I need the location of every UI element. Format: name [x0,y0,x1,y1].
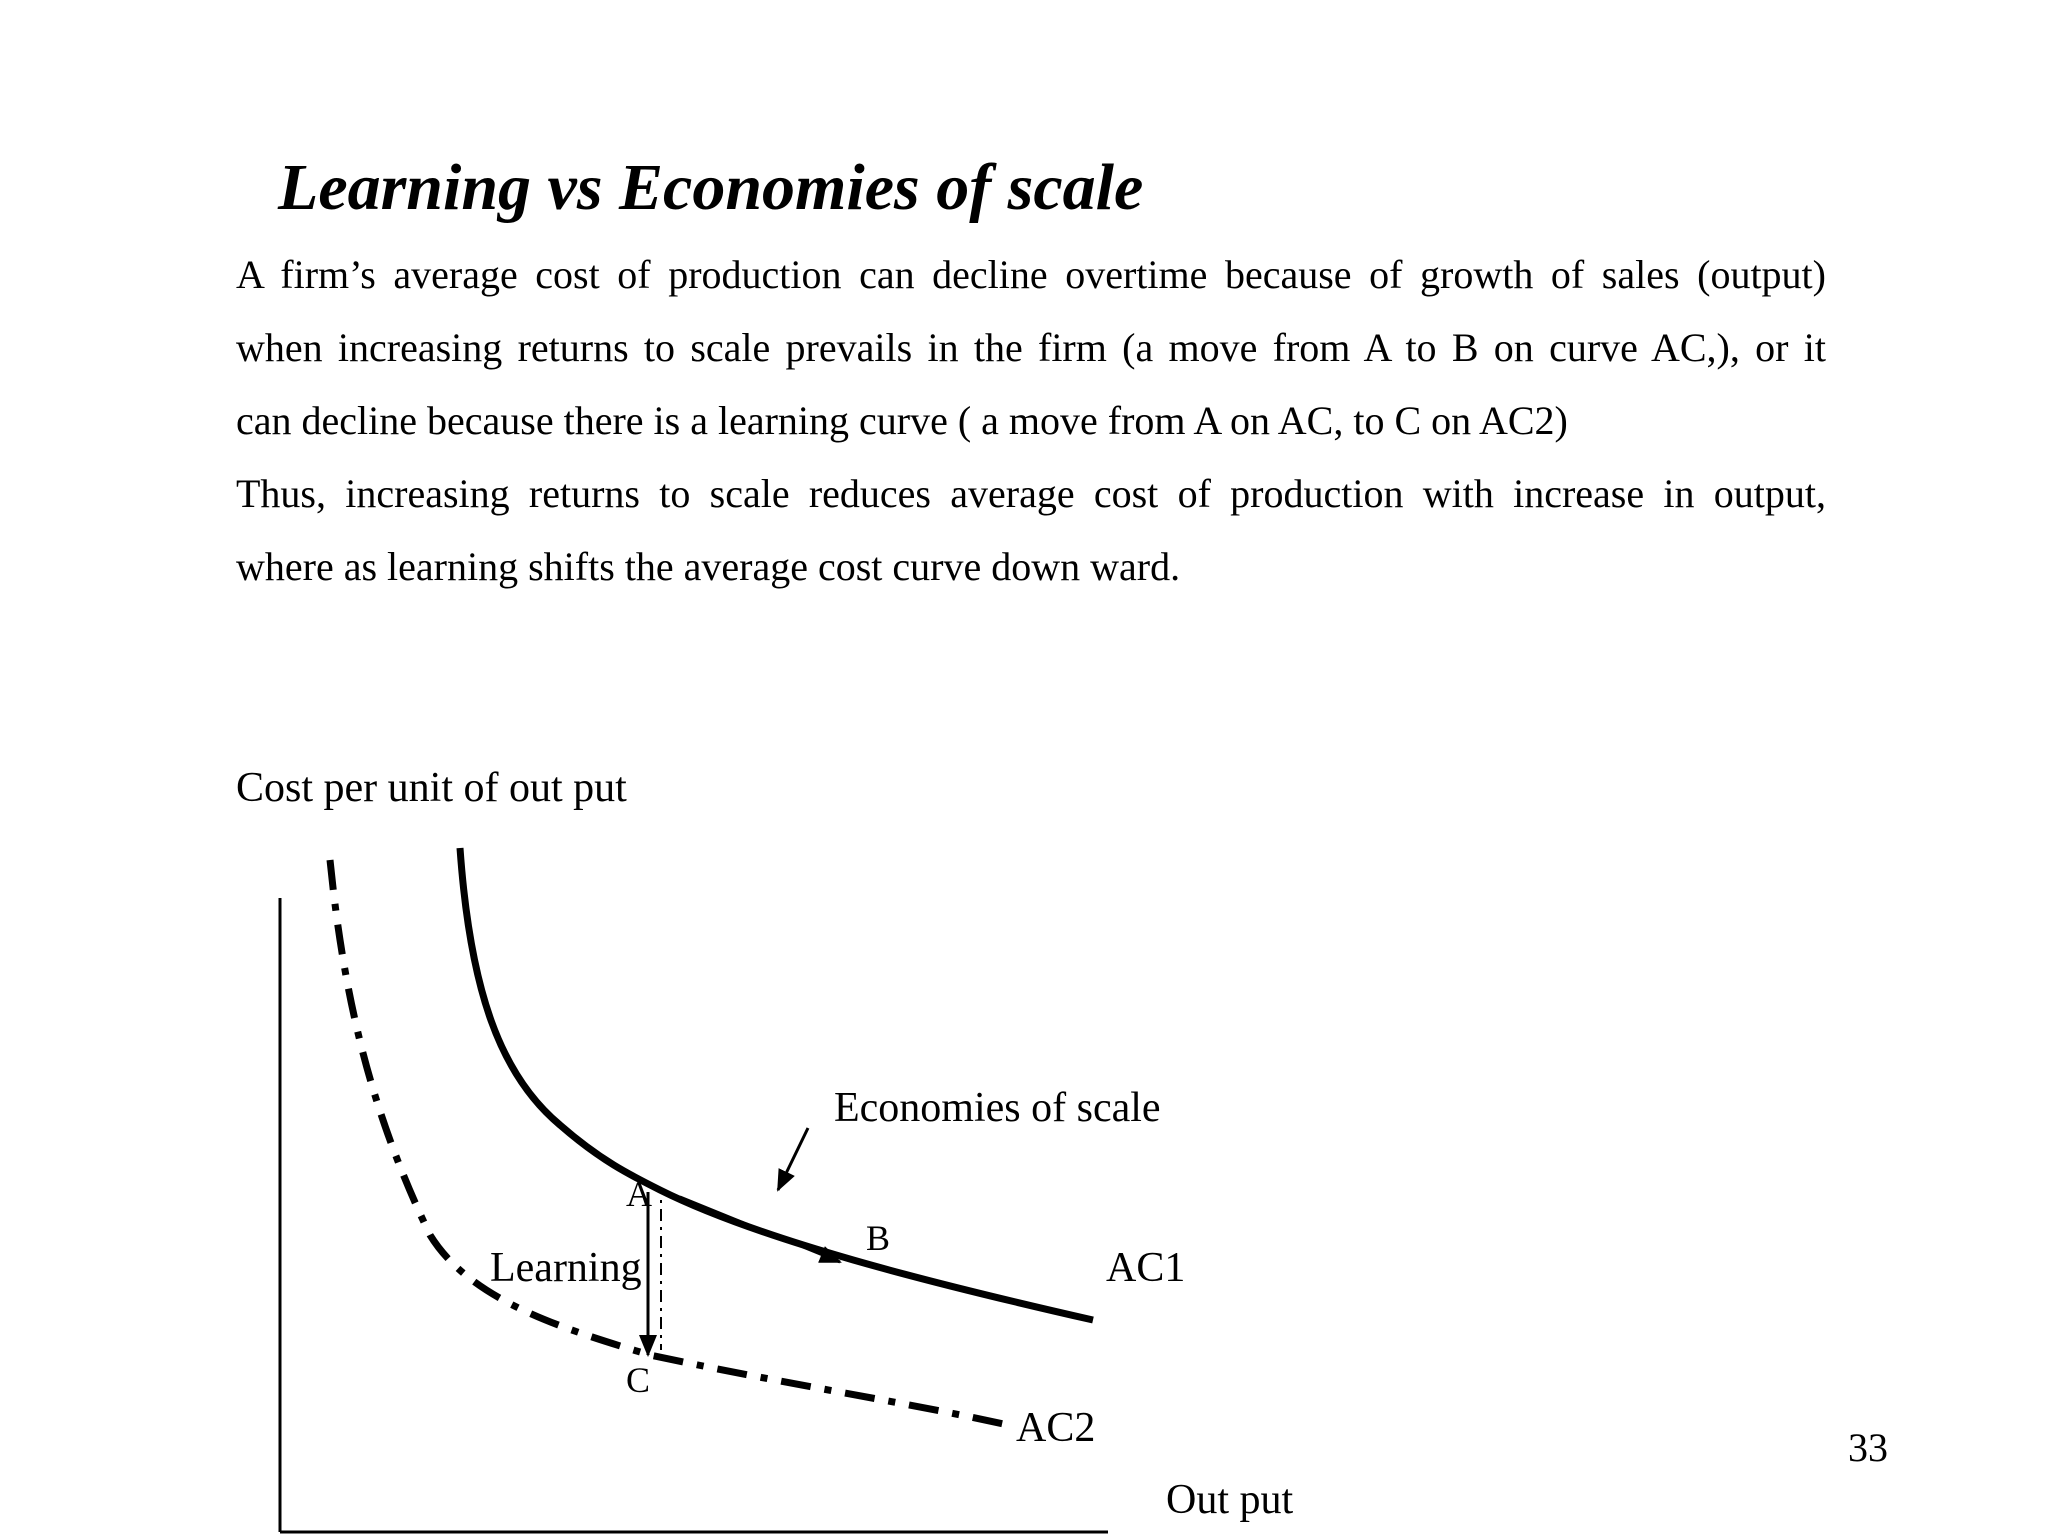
ac1-label: AC1 [1106,1245,1185,1291]
y-axis-label: Cost per unit of out put [236,765,627,811]
economies-pointer [776,1127,810,1192]
ac2-curve [326,859,1009,1429]
paragraph-line: A firm’s average cost of production can … [236,252,1826,297]
point-a-label: A [626,1174,652,1214]
learning-label: Learning [490,1245,642,1291]
paragraph-line: where as learning shifts the average cos… [236,544,1181,589]
point-c-label: C [626,1360,650,1400]
paragraph-line: when increasing returns to scale prevail… [236,325,1826,370]
economies-arrow [679,1195,842,1264]
ac2-label: AC2 [1016,1405,1095,1451]
paragraph-line: can decline because there is a learning … [236,398,1568,443]
point-b-label: B [866,1218,890,1258]
economies-of-scale-label: Economies of scale [834,1085,1161,1131]
paragraph-line: Thus, increasing returns to scale reduce… [236,471,1826,516]
page-number: 33 [1848,1425,1888,1470]
slide-title: Learning vs Economies of scale [278,151,1144,224]
slide-paragraph: A firm’s average cost of production can … [236,238,1826,603]
ac1-curve [456,847,1094,1324]
x-axis-label: Out put [1166,1477,1294,1523]
